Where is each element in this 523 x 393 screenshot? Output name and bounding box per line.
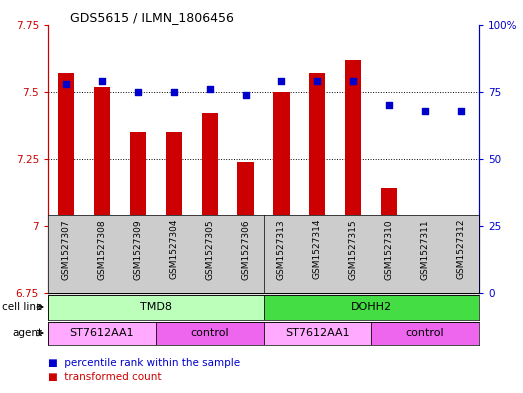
Text: cell line: cell line [3, 302, 43, 312]
Bar [94, 86, 110, 293]
Text: DOHH2: DOHH2 [351, 303, 392, 312]
Bar [58, 73, 74, 293]
Bar [48, 295, 264, 320]
Text: GSM1527312: GSM1527312 [457, 219, 465, 279]
Text: TMD8: TMD8 [140, 303, 172, 312]
Point [421, 108, 429, 114]
Text: ST7612AA1: ST7612AA1 [285, 329, 350, 338]
Point [98, 78, 106, 84]
Point [62, 81, 70, 87]
Bar [345, 60, 361, 293]
Text: GSM1527313: GSM1527313 [277, 219, 286, 279]
Bar [309, 73, 325, 293]
Bar [264, 295, 479, 320]
Text: GSM1527310: GSM1527310 [385, 219, 394, 279]
Bar [371, 322, 479, 345]
Bar [274, 92, 290, 293]
Text: ■  percentile rank within the sample: ■ percentile rank within the sample [48, 358, 240, 368]
Text: control: control [406, 329, 445, 338]
Bar [237, 162, 254, 293]
Point [241, 92, 249, 98]
Text: GSM1527314: GSM1527314 [313, 219, 322, 279]
Text: GSM1527304: GSM1527304 [169, 219, 178, 279]
Point [169, 89, 178, 95]
Text: GSM1527309: GSM1527309 [133, 219, 142, 279]
Text: GSM1527305: GSM1527305 [205, 219, 214, 279]
Bar [453, 245, 469, 293]
Text: agent: agent [13, 328, 43, 338]
Point [457, 108, 465, 114]
Text: ■  transformed count: ■ transformed count [48, 372, 162, 382]
Bar [48, 322, 156, 345]
Text: GSM1527308: GSM1527308 [97, 219, 106, 279]
Bar [156, 322, 264, 345]
Bar [417, 223, 433, 293]
Point [277, 78, 286, 84]
Bar [264, 322, 371, 345]
Bar [381, 189, 397, 293]
Point [313, 78, 322, 84]
Text: control: control [190, 329, 229, 338]
Text: ST7612AA1: ST7612AA1 [70, 329, 134, 338]
Bar [166, 132, 182, 293]
Text: GSM1527307: GSM1527307 [62, 219, 71, 279]
Text: GSM1527306: GSM1527306 [241, 219, 250, 279]
Text: GSM1527311: GSM1527311 [420, 219, 429, 279]
Bar [201, 114, 218, 293]
Point [206, 86, 214, 92]
Point [133, 89, 142, 95]
Text: GSM1527315: GSM1527315 [349, 219, 358, 279]
Point [349, 78, 358, 84]
Bar [130, 132, 146, 293]
Point [385, 102, 393, 108]
Text: GDS5615 / ILMN_1806456: GDS5615 / ILMN_1806456 [70, 11, 233, 24]
